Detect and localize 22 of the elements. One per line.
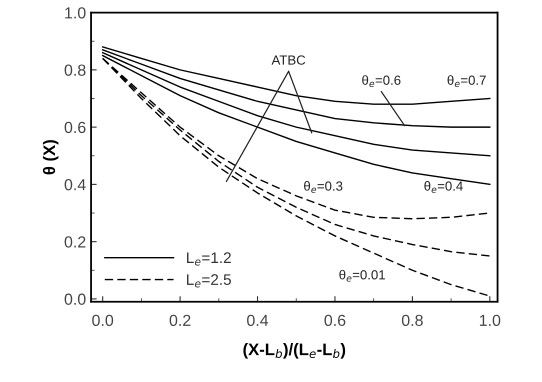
y-tick-label: 0.6	[64, 122, 86, 134]
annotation: ATBC	[272, 55, 306, 65]
x-tick-label: 0.2	[170, 314, 190, 326]
y-tick-label: 0.2	[64, 236, 86, 248]
annotation: θ$_{e}$=0.3	[304, 181, 342, 193]
y-tick-label: 1.0	[65, 7, 86, 19]
y-axis-title: θ (X)	[42, 140, 58, 174]
x-axis-title: (X-L$_{b}$)/(L$_{e}$-L$_{b}$)	[243, 343, 346, 359]
legend-label: L$_{e}$=2.5	[187, 274, 231, 288]
legend-label: L$_{e}$=1.2	[187, 252, 231, 266]
x-tick-label: 0.6	[324, 314, 346, 326]
annotation: θ$_{e}$=0.4	[424, 181, 463, 193]
annotation: θ$_{e}$=0.6	[362, 75, 400, 88]
x-tick-label: 0.4	[247, 314, 268, 326]
annotation: θ$_{e}$=0.7	[448, 75, 486, 88]
y-tick-label: 0.0	[64, 294, 86, 305]
y-tick-label: 0.4	[64, 179, 86, 190]
annotation: θ$_{e}$=0.01	[339, 270, 385, 282]
x-tick-label: 1.0	[480, 314, 500, 326]
x-tick-label: 0.8	[402, 314, 423, 326]
y-tick-label: 0.8	[64, 64, 86, 76]
x-tick-label: 0.0	[92, 314, 114, 326]
